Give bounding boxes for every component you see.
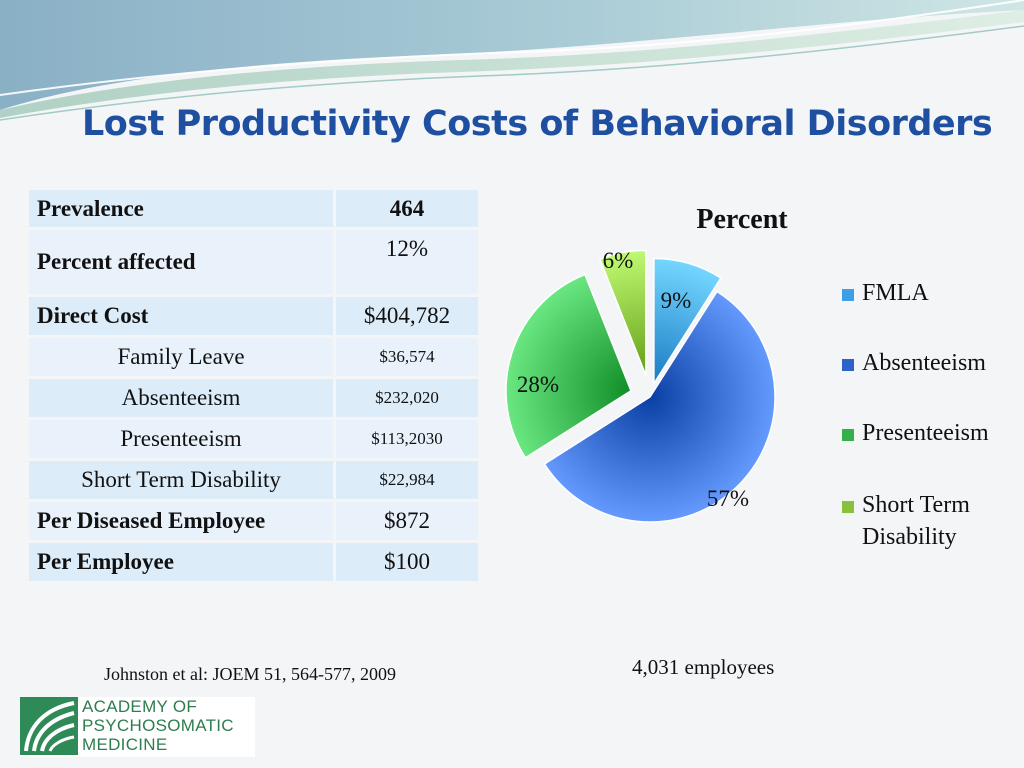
pie-label-fmla: 9% [661,288,692,313]
table-row: Direct Cost $404,782 [29,297,478,335]
header-wave-banner [0,0,1024,121]
table-row: Per Employee $100 [29,543,478,581]
cost-table: Prevalence 464 Percent affected 12% Dire… [26,187,481,584]
row-label-presenteeism: Presenteeism [29,420,333,458]
chart-legend: FMLA Absenteeism Presenteeism Short Term Dis… [842,280,989,550]
legend-swatch-short-term-disability [842,501,854,513]
chart-note: 4,031 employees [632,655,775,679]
pie-slices [505,249,776,523]
pie-slice-short-term-disability [598,249,647,376]
pie-slice-absenteeism [543,290,776,523]
legend-label-presenteeism: Presenteeism [862,420,989,446]
logo-text: ACADEMY OF PSYCHOSOMATIC MEDICINE [82,697,234,754]
row-label-percent-affected: Percent affected [29,230,333,294]
pie-labels: 9% 57% 28% 6% [517,248,749,511]
legend-swatch-fmla [842,289,854,301]
legend-swatch-absenteeism [842,359,854,371]
table-row: Per Diseased Employee $872 [29,502,478,540]
pie-chart: Percent 9% 57% 28% 6% FMLA Absenteeism Presen… [505,204,989,550]
slide-title: Lost Productivity Costs of Behavioral Di… [82,104,993,144]
row-label-prevalence: Prevalence [29,190,333,227]
row-label-per-employee: Per Employee [29,543,333,581]
row-value-family-leave: $36,574 [336,338,478,376]
legend-label-short-term-disability: Short Term Disability [862,492,970,550]
legend-swatch-presenteeism [842,429,854,441]
pie-slice-fmla [653,257,722,387]
chart-title: Percent [696,204,788,235]
table-row: Prevalence 464 [29,190,478,227]
legend-label-fmla: FMLA [862,280,929,306]
table-row: Absenteeism $232,020 [29,379,478,417]
citation: Johnston et al: JOEM 51, 564-577, 2009 [104,664,396,684]
row-value-presenteeism: $113,2030 [336,420,478,458]
pie-slice-presenteeism [505,273,632,459]
table-row: Percent affected 12% [29,230,478,294]
legend-label-absenteeism: Absenteeism [862,350,986,376]
row-value-per-diseased-employee: $872 [336,502,478,540]
row-label-per-diseased-employee: Per Diseased Employee [29,502,333,540]
pie-label-absenteeism: 57% [707,486,749,511]
table-row: Short Term Disability $22,984 [29,461,478,499]
row-value-direct-cost: $404,782 [336,297,478,335]
row-label-short-term-disability: Short Term Disability [29,461,333,499]
row-value-absenteeism: $232,020 [336,379,478,417]
logo-line: PSYCHOSOMATIC [82,716,234,735]
row-label-family-leave: Family Leave [29,338,333,376]
table-row: Presenteeism $113,2030 [29,420,478,458]
row-value-prevalence: 464 [336,190,478,227]
logo-line: ACADEMY OF [82,697,198,716]
pie-label-short-term-disability: 6% [603,248,634,273]
row-label-absenteeism: Absenteeism [29,379,333,417]
row-value-percent-affected: 12% [336,230,478,294]
row-value-per-employee: $100 [336,543,478,581]
table-row: Family Leave $36,574 [29,338,478,376]
row-label-direct-cost: Direct Cost [29,297,333,335]
pie-label-presenteeism: 28% [517,372,559,397]
academy-logo: ACADEMY OF PSYCHOSOMATIC MEDICINE [20,697,255,757]
row-value-short-term-disability: $22,984 [336,461,478,499]
logo-mark-icon [20,697,78,755]
logo-line: MEDICINE [82,735,168,754]
